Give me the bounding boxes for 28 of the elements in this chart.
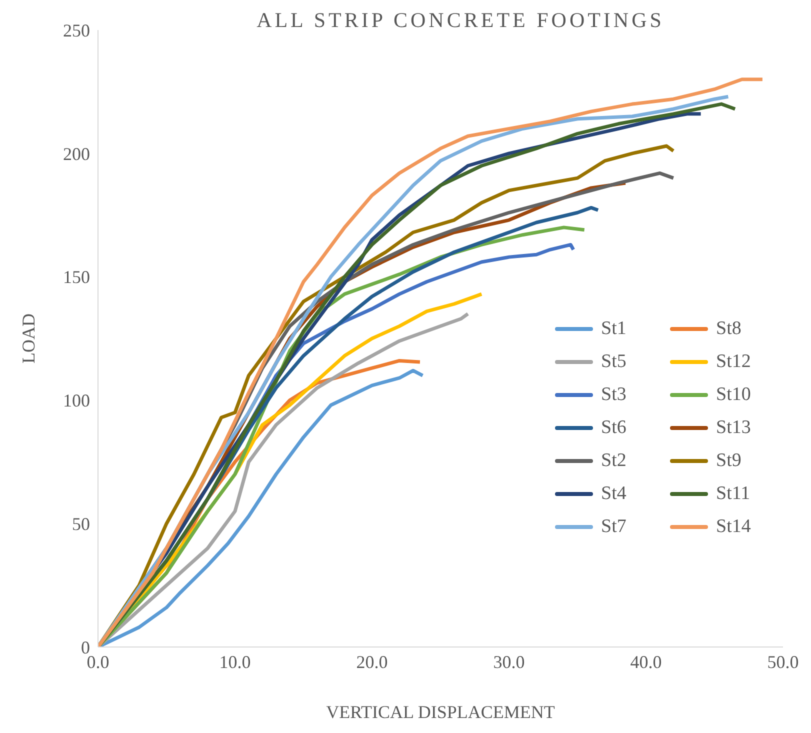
legend-label: St10 xyxy=(716,384,751,406)
y-tick-label: 50 xyxy=(72,514,90,534)
y-tick-label: 250 xyxy=(63,20,90,40)
legend-label: St14 xyxy=(716,516,751,538)
y-tick-label: 100 xyxy=(63,390,90,411)
legend-label: St9 xyxy=(716,450,742,472)
legend-label: St11 xyxy=(716,483,750,505)
chart-title: ALL STRIP CONCRETE FOOTINGS xyxy=(256,8,666,33)
legend-label: St5 xyxy=(601,351,626,373)
y-axis-title: LOAD xyxy=(18,314,38,364)
x-axis-title: VERTICAL DISPLACEMENT xyxy=(326,702,555,722)
legend-label: St8 xyxy=(716,318,742,340)
y-tick-label: 150 xyxy=(63,267,90,288)
legend-label: St13 xyxy=(716,417,751,439)
x-tick-label: 10.0 xyxy=(219,652,251,672)
x-tick-label: 30.0 xyxy=(493,652,525,672)
legend-label: St12 xyxy=(716,351,751,373)
legend-label: St3 xyxy=(601,384,626,406)
legend-label: St2 xyxy=(601,450,626,472)
legend-label: St1 xyxy=(601,318,626,340)
y-tick-label: 200 xyxy=(63,144,90,164)
legend-label: St6 xyxy=(601,417,626,439)
x-tick-label: 40.0 xyxy=(630,652,662,672)
x-tick-label: 20.0 xyxy=(356,652,388,672)
y-tick-label: 0 xyxy=(81,637,90,658)
x-tick-label: 50.0 xyxy=(767,652,799,672)
legend-label: St4 xyxy=(601,483,626,505)
legend-label: St7 xyxy=(601,516,626,538)
